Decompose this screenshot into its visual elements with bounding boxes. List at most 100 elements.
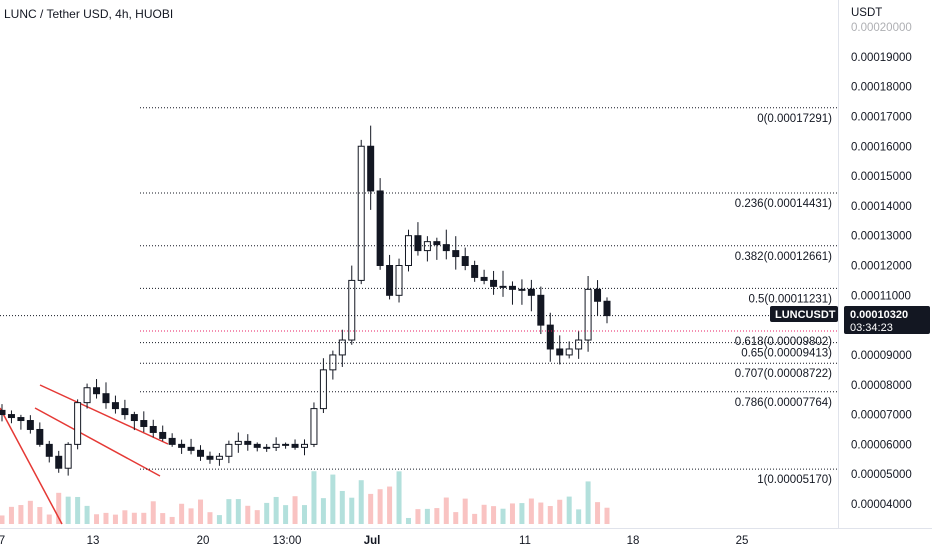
- volume-bar: [8, 506, 14, 524]
- volume-bar: [547, 506, 553, 524]
- candle-body: [26, 420, 34, 430]
- y-tick-label: 0.00011000: [851, 290, 911, 302]
- x-tick-label: 13: [87, 535, 100, 547]
- candle-body: [45, 443, 53, 457]
- volume-bar: [264, 502, 270, 524]
- trend-line[interactable]: [0, 407, 63, 525]
- candle-body: [111, 402, 119, 410]
- candle-body: [215, 455, 223, 460]
- x-tick-label: Jul: [364, 535, 381, 547]
- volume-bar: [311, 471, 317, 524]
- price-badge-value: 0.00010320: [850, 309, 908, 321]
- candle-body: [0, 409, 6, 416]
- volume-bar: [141, 512, 147, 524]
- volume-bar: [396, 471, 402, 524]
- candle-body: [159, 431, 167, 439]
- volume-bar: [330, 474, 336, 524]
- volume-bar: [160, 513, 166, 524]
- volume-bar: [576, 509, 582, 524]
- channel-lower-line[interactable]: [34, 407, 161, 477]
- currency-label: USDT: [851, 7, 882, 19]
- fib-level-label: 0.5(0.00011231): [748, 293, 832, 305]
- fib-level-label: 0.236(0.00014431): [735, 198, 832, 210]
- fib-level-label: 0.65(0.00009413): [741, 348, 832, 360]
- chart-title: LUNC / Tether USD, 4h, HUOBI: [4, 7, 173, 21]
- y-tick-label: 0.00005000: [851, 469, 912, 481]
- candle-body: [102, 393, 110, 404]
- x-tick-label: 11: [519, 535, 531, 547]
- y-tick-label: 0.00004000: [851, 499, 912, 511]
- volume-bar: [491, 506, 497, 524]
- volume-bar: [405, 517, 411, 524]
- volume-bar: [122, 510, 128, 524]
- volume-bar: [434, 508, 440, 524]
- candle-body: [197, 449, 205, 457]
- volume-bar: [415, 509, 421, 524]
- volume-bar: [131, 512, 137, 524]
- fib-level-label: 0.786(0.00007764): [735, 397, 832, 409]
- candle-body: [490, 279, 498, 287]
- volume-bar: [283, 505, 289, 524]
- volume-bar: [509, 503, 515, 524]
- candle-body: [7, 414, 15, 419]
- candle-body: [461, 256, 469, 266]
- candle-body: [433, 241, 441, 246]
- volume-bar: [46, 514, 52, 524]
- candle-body: [518, 288, 526, 291]
- volume-bar: [56, 492, 62, 524]
- volume-bar: [216, 515, 222, 524]
- candle-body: [386, 265, 394, 296]
- volume-bar: [75, 496, 81, 524]
- volume-bar: [387, 486, 393, 524]
- candle-body: [442, 244, 450, 252]
- y-tick-label: 0.00008000: [851, 380, 912, 392]
- fib-level-label: 1(0.00005170): [757, 474, 832, 486]
- volume-bar: [538, 502, 544, 524]
- y-tick-label: 0.00016000: [851, 141, 912, 153]
- candle-body: [263, 446, 271, 449]
- y-tick-label: 0.00012000: [851, 261, 912, 273]
- candle-body: [527, 288, 535, 296]
- channel-upper-line[interactable]: [39, 384, 169, 445]
- volume-bar: [500, 508, 506, 524]
- candle-body: [329, 354, 337, 371]
- candle-body: [83, 387, 91, 404]
- candle-body: [480, 276, 488, 281]
- volume-bar: [302, 505, 307, 524]
- x-tick-label: 18: [627, 535, 640, 547]
- volume-bar: [198, 499, 204, 524]
- candle-body: [471, 265, 479, 278]
- candle-body: [319, 369, 327, 410]
- volume-bar: [481, 504, 487, 524]
- candle-body: [603, 300, 611, 317]
- candle-body: [121, 408, 129, 416]
- volume-bar: [595, 502, 601, 524]
- volume-bar: [94, 514, 100, 524]
- y-tick-label: 0.00013000: [851, 231, 912, 243]
- volume-bar: [604, 507, 610, 524]
- x-tick-label: 7: [0, 535, 5, 547]
- candle-body: [594, 288, 602, 302]
- candle-body: [348, 279, 356, 341]
- candle-body: [272, 443, 280, 448]
- y-tick-label: 0.00006000: [851, 439, 912, 451]
- candle-body: [282, 443, 290, 446]
- volume-bar: [472, 513, 478, 524]
- y-tick-label: 0.00017000: [851, 111, 912, 123]
- symbol-badge-bg: [770, 306, 838, 322]
- candle-body: [301, 443, 308, 448]
- volume-bar: [273, 496, 279, 524]
- candle-body: [291, 443, 299, 448]
- candle-body: [584, 288, 592, 341]
- candle-body: [423, 241, 431, 252]
- price-badge-bg: [844, 306, 930, 334]
- fib-level-label: 0.707(0.00008722): [735, 368, 832, 380]
- volume-bar: [103, 512, 109, 524]
- candle-body: [310, 408, 318, 445]
- volume-bar: [254, 510, 260, 524]
- y-tick-label: 0.00018000: [851, 82, 912, 94]
- y-tick-label: 0.00020000: [851, 22, 912, 34]
